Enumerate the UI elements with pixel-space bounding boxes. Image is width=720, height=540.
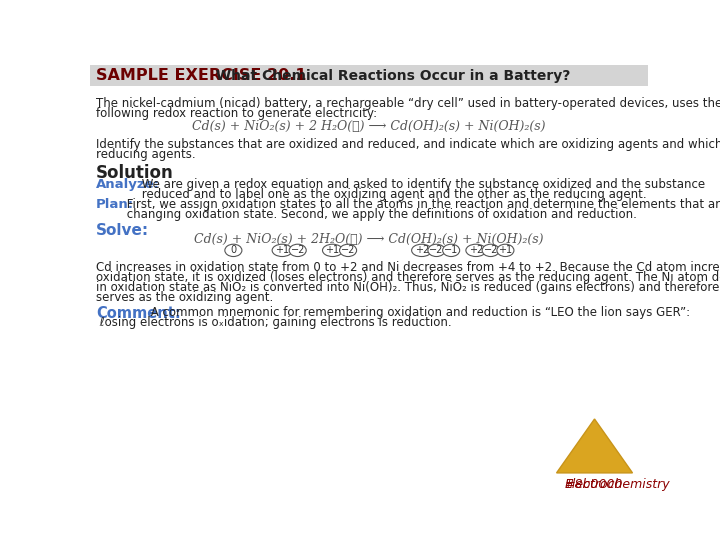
Text: +2: +2	[415, 245, 429, 255]
Text: Comment:: Comment:	[96, 306, 181, 321]
Text: +1: +1	[325, 245, 340, 255]
Text: #8b0000: #8b0000	[564, 478, 623, 491]
Ellipse shape	[272, 244, 292, 256]
Text: SAMPLE EXERCISE 20.1: SAMPLE EXERCISE 20.1	[96, 68, 307, 83]
Text: changing oxidation state. Second, we apply the definitions of oxidation and redu: changing oxidation state. Second, we app…	[122, 208, 636, 221]
Text: A common mnemonic for remembering oxidation and reduction is “LEO the lion says : A common mnemonic for remembering oxidat…	[148, 306, 690, 319]
Text: −2: −2	[429, 245, 444, 255]
Text: Solution: Solution	[96, 164, 174, 182]
Text: +2: +2	[469, 245, 483, 255]
Text: Cd(s) + NiO₂(s) + 2H₂O(ℓ) ⟶ Cd(OH)₂(s) + Ni(OH)₂(s): Cd(s) + NiO₂(s) + 2H₂O(ℓ) ⟶ Cd(OH)₂(s) +…	[194, 233, 544, 246]
Ellipse shape	[225, 244, 242, 256]
Text: reduced and to label one as the oxidizing agent and the other as the reducing ag: reduced and to label one as the oxidizin…	[138, 188, 647, 201]
Text: First, we assign oxidation states to all the atoms in the reaction and determine: First, we assign oxidation states to all…	[122, 198, 720, 211]
Text: Cd(s) + NiO₂(s) + 2 H₂O(ℓ) ⟶ Cd(OH)₂(s) + Ni(OH)₂(s): Cd(s) + NiO₂(s) + 2 H₂O(ℓ) ⟶ Cd(OH)₂(s) …	[192, 120, 546, 133]
Ellipse shape	[497, 244, 514, 256]
Text: −2: −2	[484, 245, 498, 255]
Text: serves as the oxidizing agent.: serves as the oxidizing agent.	[96, 291, 274, 304]
Text: Analyze:: Analyze:	[96, 178, 160, 191]
Text: Electrochemistry: Electrochemistry	[564, 478, 670, 491]
Ellipse shape	[323, 244, 343, 256]
Ellipse shape	[482, 244, 499, 256]
Polygon shape	[557, 419, 632, 473]
Ellipse shape	[466, 244, 486, 256]
Text: Cd increases in oxidation state from 0 to +2 and Ni decreases from +4 to +2. Bec: Cd increases in oxidation state from 0 t…	[96, 261, 720, 274]
Text: 0: 0	[230, 245, 236, 255]
Text: The nickel-cadmium (nicad) battery, a rechargeable “dry cell” used in battery-op: The nickel-cadmium (nicad) battery, a re…	[96, 97, 720, 110]
Text: +1: +1	[498, 245, 513, 255]
Text: reducing agents.: reducing agents.	[96, 148, 196, 161]
Ellipse shape	[289, 244, 306, 256]
Text: Solve:: Solve:	[96, 222, 149, 238]
Text: −1: −1	[444, 245, 458, 255]
Text: ℓosing electrons is oₓidation; ɡaining electrons is reduction.: ℓosing electrons is oₓidation; ɡaining e…	[96, 316, 452, 329]
Ellipse shape	[340, 244, 356, 256]
Text: in oxidation state as NiO₂ is converted into Ni(OH)₂. Thus, NiO₂ is reduced (gai: in oxidation state as NiO₂ is converted …	[96, 281, 719, 294]
Text: What Chemical Reactions Occur in a Battery?: What Chemical Reactions Occur in a Batte…	[211, 69, 570, 83]
Text: Plan:: Plan:	[96, 198, 135, 211]
Text: following redox reaction to generate electricity:: following redox reaction to generate ele…	[96, 107, 377, 120]
Text: oxidation state, it is oxidized (loses electrons) and therefore serves as the re: oxidation state, it is oxidized (loses e…	[96, 271, 720, 284]
FancyBboxPatch shape	[90, 65, 648, 86]
Text: Identify the substances that are oxidized and reduced, and indicate which are ox: Identify the substances that are oxidize…	[96, 138, 720, 151]
Text: We are given a redox equation and asked to identify the substance oxidized and t: We are given a redox equation and asked …	[138, 178, 705, 191]
Text: −2: −2	[290, 245, 305, 255]
Text: +1: +1	[275, 245, 289, 255]
Ellipse shape	[428, 244, 445, 256]
Ellipse shape	[412, 244, 432, 256]
Text: −2: −2	[341, 245, 355, 255]
Ellipse shape	[443, 244, 459, 256]
